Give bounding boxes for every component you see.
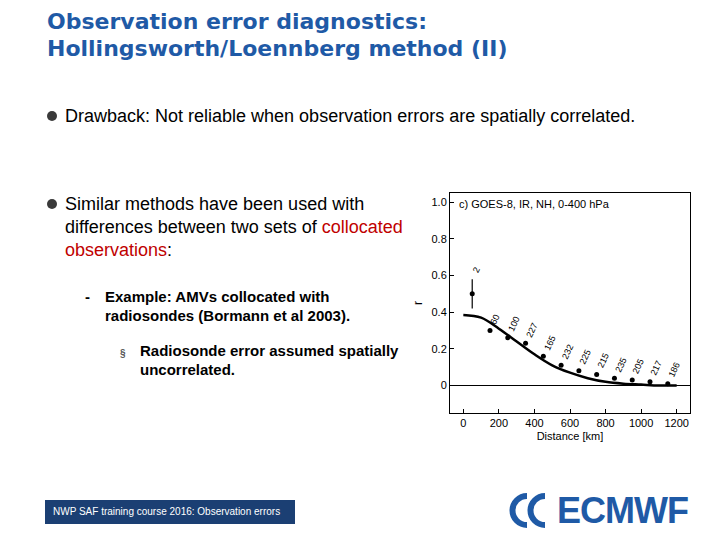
svg-text:r: r — [411, 301, 425, 305]
svg-text:215: 215 — [596, 352, 611, 370]
svg-text:200: 200 — [490, 417, 508, 429]
svg-text:100: 100 — [506, 315, 521, 333]
svg-text:235: 235 — [613, 356, 628, 374]
svg-text:60: 60 — [488, 313, 501, 326]
html-text:Radiosonde error assumed spati: Radiosonde error assumed spatially uncor… — [140, 342, 399, 378]
svg-text:400: 400 — [525, 417, 543, 429]
svg-text:800: 800 — [596, 417, 614, 429]
svg-text:225: 225 — [577, 348, 592, 366]
html-text:Hollingsworth/Loennberg method: Hollingsworth/Loennberg method (II) — [47, 36, 508, 61]
svg-text:205: 205 — [630, 357, 645, 375]
svg-text:217: 217 — [648, 359, 663, 377]
svg-text:0: 0 — [460, 417, 466, 429]
svg-text:600: 600 — [561, 417, 579, 429]
svg-text:165: 165 — [542, 334, 557, 352]
svg-text:0.8: 0.8 — [432, 233, 447, 245]
svg-text:0.6: 0.6 — [432, 269, 447, 281]
svg-text:1.0: 1.0 — [432, 196, 447, 208]
html-text:Observation error diagnostics:: Observation error diagnostics: — [47, 9, 427, 34]
svg-text:0.2: 0.2 — [432, 343, 447, 355]
svg-text:2: 2 — [471, 266, 482, 275]
html-text:NWP SAF training course 2016:: NWP SAF training course 2016: Observatio… — [53, 506, 281, 517]
html-text:Example: AMVs collocated with: Example: AMVs collocated with radiosonde… — [105, 288, 351, 324]
html-text:Similar methods have been used: Similar methods have been used with diff… — [65, 194, 403, 260]
html-text:Drawback: Not reliable when ob: Drawback: Not reliable when observation … — [65, 106, 636, 126]
svg-text:186: 186 — [666, 361, 681, 379]
html-text:ECMWF: ECMWF — [557, 490, 688, 531]
svg-text:227: 227 — [524, 321, 539, 339]
svg-text:1000: 1000 — [629, 417, 653, 429]
svg-text:0: 0 — [441, 379, 447, 391]
svg-text:1200: 1200 — [664, 417, 688, 429]
svg-text:Distance [km]: Distance [km] — [537, 430, 604, 442]
svg-text:232: 232 — [560, 343, 575, 361]
svg-text:0.4: 0.4 — [432, 306, 447, 318]
svg-text:c) GOES-8, IR, NH, 0-400 hPa: c) GOES-8, IR, NH, 0-400 hPa — [459, 198, 610, 210]
